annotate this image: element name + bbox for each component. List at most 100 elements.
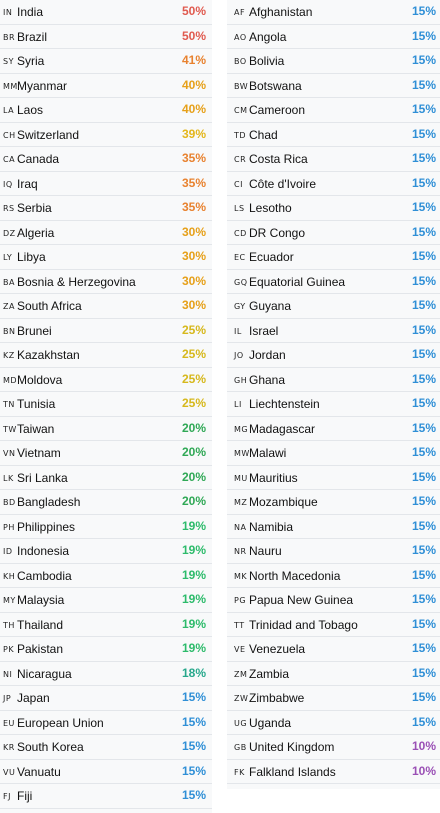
country-row: KZ Kazakhstan 25% [0,343,212,368]
country-name: Ecuador [249,250,294,264]
country-name: Angola [249,29,287,44]
country-row: IL Israel 15% [227,319,440,343]
tariff-rate: 15% [411,126,436,141]
country-code: LS [234,204,245,213]
country-name: Indonesia [17,544,70,558]
tariff-rate: 15% [411,567,436,582]
country-row: CA Canada 35% [0,147,212,172]
country-name: Laos [17,103,44,117]
country-code: AF [234,8,246,17]
country-row: SY Syria 41% [0,49,212,74]
country-name: Trinidad and Tobago [249,617,358,632]
tariff-rate: 10% [411,763,436,778]
country-name: Canada [17,152,60,166]
tariff-rate: 19% [181,641,206,655]
country-code: LA [3,106,15,115]
country-code: BA [3,277,15,287]
country-row: AO Angola 15% [227,25,440,49]
country-name: Brazil [17,29,48,44]
country-name: Japan [17,691,50,705]
country-code: NR [234,547,247,556]
country-row: VN Vietnam 20% [0,441,212,466]
tariff-rate: 25% [181,396,206,410]
country-name: Kazakhstan [17,348,80,362]
tariff-rate: 15% [411,518,436,533]
tariff-rate: 15% [411,298,436,312]
country-row: VU Vanuatu 15% [0,760,212,784]
country-code: VN [3,449,16,458]
country-row: IN India 50% [0,0,212,25]
country-row: BO Bolivia 15% [227,49,440,74]
country-name: Vanuatu [17,764,61,779]
country-code: LY [3,253,13,262]
country-column-left: IN India 50% BR Brazil 50% SY Syria 41% MM Myanmar… [0,0,212,813]
tariff-rate: 15% [411,469,436,484]
country-code: MG [234,424,249,434]
tariff-rate: 30% [181,224,206,239]
tariff-rate: 15% [411,102,436,116]
country-name: Algeria [17,225,55,240]
country-name: North Macedonia [249,568,341,583]
country-name: Lesotho [249,201,292,215]
country-code: MW [234,449,250,458]
country-row: JO Jordan 15% [227,343,440,368]
country-row: EC Ecuador 15% [227,245,440,270]
tariff-rate: 20% [181,420,206,435]
country-code: CM [234,106,248,115]
country-name: Bosnia & Herzegovina [17,274,136,289]
tariff-rate: 25% [181,322,206,337]
country-name: Taiwan [17,421,55,436]
tariff-rate: 15% [411,4,436,18]
country-name: Malawi [249,446,287,460]
country-code: EU [3,718,15,728]
country-name: Thailand [17,617,64,632]
country-row: TW Taiwan 20% [0,417,212,441]
country-code: ZA [3,302,15,311]
country-row: TN Tunisia 25% [0,392,212,417]
country-name: Namibia [249,519,294,534]
tariff-rate: 15% [411,28,436,43]
country-code: BN [3,326,16,336]
tariff-rate: 15% [411,371,436,386]
country-code: GY [234,302,246,311]
country-name: Bolivia [249,54,285,68]
country-row: ZM Zambia 15% [227,662,440,686]
tariff-rate: 30% [181,298,206,312]
country-row: TD Chad 15% [227,123,440,147]
country-name: Brunei [17,323,52,338]
country-name: Malaysia [17,593,65,607]
country-row: ZA South Africa 30% [0,294,212,319]
country-row: CH Switzerland 39% [0,123,212,147]
country-name: Zambia [249,666,290,681]
country-name: European Union [17,715,104,730]
country-name: Madagascar [249,421,316,436]
country-name: Fiji [17,789,33,803]
country-code: BR [3,32,16,42]
country-code: JO [234,351,244,360]
country-code: IN [3,8,13,17]
country-row: MY Malaysia 19% [0,588,212,613]
country-code: FJ [3,792,11,801]
country-code: GB [234,743,247,752]
country-name: Philippines [17,519,76,534]
country-name: Botswana [249,78,302,93]
country-name: Cambodia [17,568,72,583]
tariff-rate: 20% [181,494,206,508]
tariff-rate: 15% [411,151,436,165]
tariff-rate: 15% [411,273,436,288]
country-row: AF Afghanistan 15% [227,0,440,25]
country-code: MD [3,375,18,385]
country-row: BR Brazil 50% [0,25,212,49]
country-code: KR [3,743,15,752]
tariff-rate: 19% [181,543,206,557]
tariff-rate: 15% [411,249,436,263]
country-name: Uganda [249,715,292,730]
country-row: NI Nicaragua 18% [0,662,212,686]
country-row: NA Namibia 15% [227,515,440,539]
country-code: MZ [234,498,248,507]
country-code: NA [234,522,247,532]
country-row: ZW Zimbabwe 15% [227,686,440,711]
country-code: LK [3,473,14,483]
country-row: CR Costa Rica 15% [227,147,440,172]
country-row: PH Philippines 19% [0,515,212,539]
